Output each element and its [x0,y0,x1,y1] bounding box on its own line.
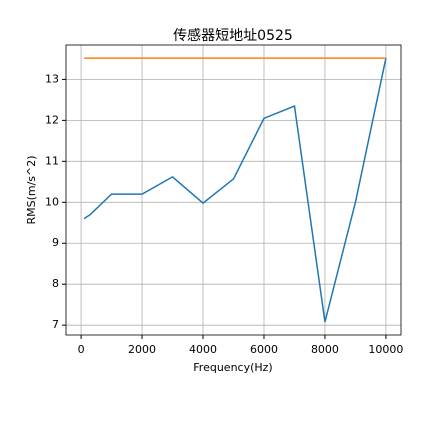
x-tick-label: 2000 [128,343,156,356]
x-tick-label: 6000 [250,343,278,356]
y-tick-label: 13 [45,72,59,85]
chart-title: 传感器短地址0525 [173,27,293,44]
x-axis-label: Frequency(Hz) [193,361,272,374]
y-tick-label: 7 [52,318,59,331]
plot-frame [65,44,402,336]
y-tick-label: 8 [52,277,59,290]
y-tick-label: 12 [45,113,59,126]
x-tick-label: 8000 [311,343,339,356]
line [83,57,387,323]
x-tick-label: 10000 [368,343,403,356]
y-tick-label: 10 [45,195,59,208]
y-tick-label: 11 [45,154,59,167]
x-tick-label: 0 [78,343,85,356]
x-tick-label: 4000 [189,343,217,356]
y-axis-label: RMS(m/s^2) [25,155,38,224]
y-tick-label: 9 [52,236,59,249]
